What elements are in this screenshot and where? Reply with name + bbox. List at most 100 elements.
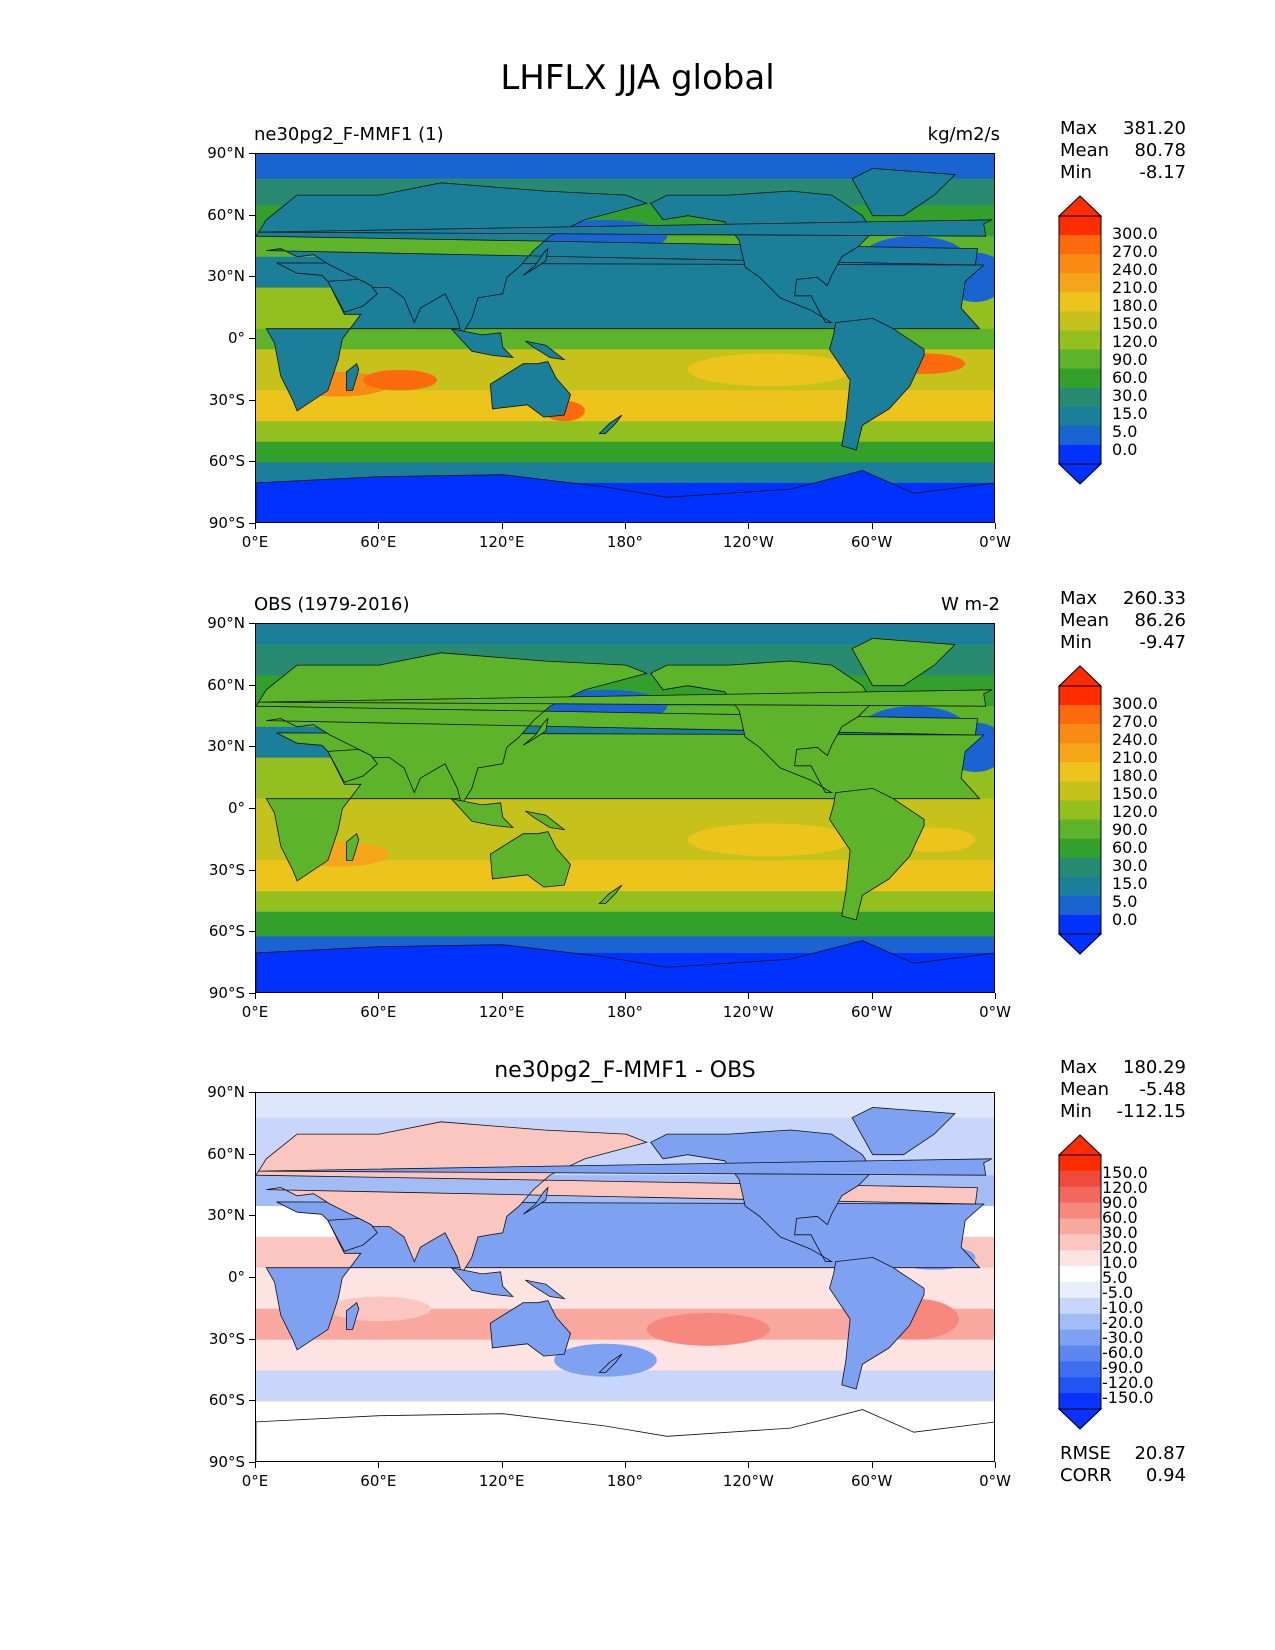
- stat-min-value: -9.47: [1139, 632, 1186, 653]
- colorbar-segment: [1059, 819, 1101, 840]
- colorbar-level-label: -20.0: [1102, 1313, 1144, 1332]
- colorbar-segment: [1059, 330, 1101, 351]
- colorbar-segment: [1059, 800, 1101, 821]
- triangle-up-icon: [1058, 665, 1102, 687]
- colorbar-level-label: 20.0: [1102, 1238, 1138, 1257]
- panel-3-map: [255, 1092, 995, 1462]
- colorbar-level-label: 30.0: [1112, 856, 1148, 875]
- stat-min-label: Min: [1060, 162, 1092, 183]
- lon-tick: [871, 1462, 873, 1468]
- colorbar-level-label: 30.0: [1112, 386, 1148, 405]
- stat-min-value: -8.17: [1139, 162, 1186, 183]
- colorbar-segment: [1059, 1234, 1101, 1251]
- stat-min-label: Min: [1060, 632, 1092, 653]
- colorbar-level-label: 270.0: [1112, 242, 1158, 261]
- coastline: [829, 1256, 925, 1390]
- lat-tick: [249, 1153, 255, 1155]
- coastline: [327, 748, 378, 783]
- lat-tick: [249, 1338, 255, 1340]
- colorbar-segment: [1059, 857, 1101, 878]
- colorbar-level-label: 90.0: [1112, 820, 1148, 839]
- lon-tick: [501, 993, 503, 999]
- lon-tick-label: 60°W: [850, 533, 893, 551]
- panel-1-units: kg/m2/s: [927, 124, 1000, 145]
- lat-tick-label: 0°: [227, 329, 245, 347]
- colorbar-segment: [1059, 1297, 1101, 1315]
- colorbar-level-label: 90.0: [1112, 350, 1148, 369]
- lon-tick: [625, 523, 626, 529]
- coastline: [598, 414, 623, 434]
- lon-tick: [625, 1462, 626, 1468]
- colorbar-level-label: 5.0: [1102, 1268, 1128, 1287]
- colorbar-level-label: 210.0: [1112, 748, 1158, 767]
- lat-tick-label: 60°N: [207, 205, 245, 224]
- lat-tick-label: 90°N: [207, 144, 245, 162]
- lat-tick: [249, 931, 255, 933]
- colorbar-segment: [1059, 762, 1101, 782]
- colorbar-graphic: [1058, 195, 1102, 485]
- lon-tick: [378, 1462, 380, 1468]
- lon-tick-label: 180°: [606, 1472, 644, 1490]
- colorbar-level-label: -90.0: [1102, 1358, 1144, 1377]
- lon-tick-label: 60°E: [360, 1003, 397, 1021]
- coastline: [489, 831, 571, 888]
- zonal-band: [256, 421, 994, 443]
- colorbar-segment: [1059, 1170, 1101, 1188]
- lon-tick-label: 0°W: [979, 533, 1011, 551]
- panel-3-footer-stats: RMSE 20.87 CORR 0.94: [1060, 1443, 1186, 1487]
- colorbar-level-label: -120.0: [1102, 1373, 1154, 1392]
- lon-tick: [501, 523, 503, 529]
- lon-tick-label: 60°W: [850, 1472, 893, 1490]
- lon-tick: [995, 993, 996, 999]
- colorbar-level-label: 60.0: [1102, 1208, 1138, 1227]
- colorbar-level-label: 0.0: [1112, 910, 1138, 929]
- colorbar-segment: [1059, 368, 1101, 389]
- lat-tick-label: 60°S: [208, 922, 245, 941]
- field-anomaly: [687, 353, 853, 387]
- panel-3-stats: Max 180.29 Mean -5.48 Min -112.15: [1060, 1057, 1186, 1123]
- lat-tick: [249, 1092, 255, 1093]
- coastline: [256, 940, 994, 992]
- colorbar-segment: [1059, 1393, 1101, 1410]
- colorbar-graphic: [1058, 665, 1102, 955]
- stat-mean-label: Mean: [1060, 610, 1110, 631]
- coastline: [450, 328, 514, 359]
- lon-tick: [378, 523, 380, 529]
- stat-mean-label: Mean: [1060, 140, 1110, 161]
- lat-tick-label: 90°S: [208, 514, 245, 532]
- lon-tick: [501, 1462, 503, 1468]
- stat-max-label: Max: [1060, 118, 1098, 139]
- stat-max-value: 180.29: [1123, 1057, 1186, 1078]
- zonal-band: [256, 1370, 994, 1402]
- coastline: [525, 340, 566, 361]
- coastline: [525, 810, 566, 831]
- colorbar-segment: [1059, 743, 1101, 763]
- coastline: [851, 167, 956, 217]
- lat-tick-label: 0°: [227, 799, 245, 817]
- triangle-up-icon: [1058, 195, 1102, 217]
- colorbar-level-label: 150.0: [1112, 314, 1158, 333]
- lat-tick: [249, 399, 255, 401]
- lon-tick-label: 180°: [606, 1003, 644, 1021]
- lon-tick-label: 60°E: [360, 533, 397, 551]
- colorbar-segment: [1059, 1218, 1101, 1235]
- lat-tick: [249, 1462, 255, 1463]
- coastline: [346, 833, 360, 861]
- colorbar-level-label: 120.0: [1112, 332, 1158, 351]
- stat-mean-value: 86.26: [1134, 610, 1186, 631]
- map-field-1: [256, 154, 994, 522]
- zonal-band: [256, 911, 994, 937]
- lat-tick-label: 0°: [227, 1268, 245, 1286]
- lon-tick: [748, 1462, 750, 1468]
- colorbar-level-label: 0.0: [1112, 440, 1138, 459]
- colorbar-segment: [1059, 895, 1101, 916]
- colorbar-level-label: 60.0: [1112, 838, 1148, 857]
- lon-tick: [748, 523, 750, 529]
- coastline: [598, 1353, 623, 1373]
- colorbar-segment: [1059, 724, 1101, 744]
- coastline: [346, 363, 360, 391]
- colorbar-segment: [1059, 216, 1101, 236]
- colorbar-segment: [1059, 387, 1101, 408]
- lat-tick-label: 60°S: [208, 452, 245, 471]
- panel-1-map: [255, 153, 995, 523]
